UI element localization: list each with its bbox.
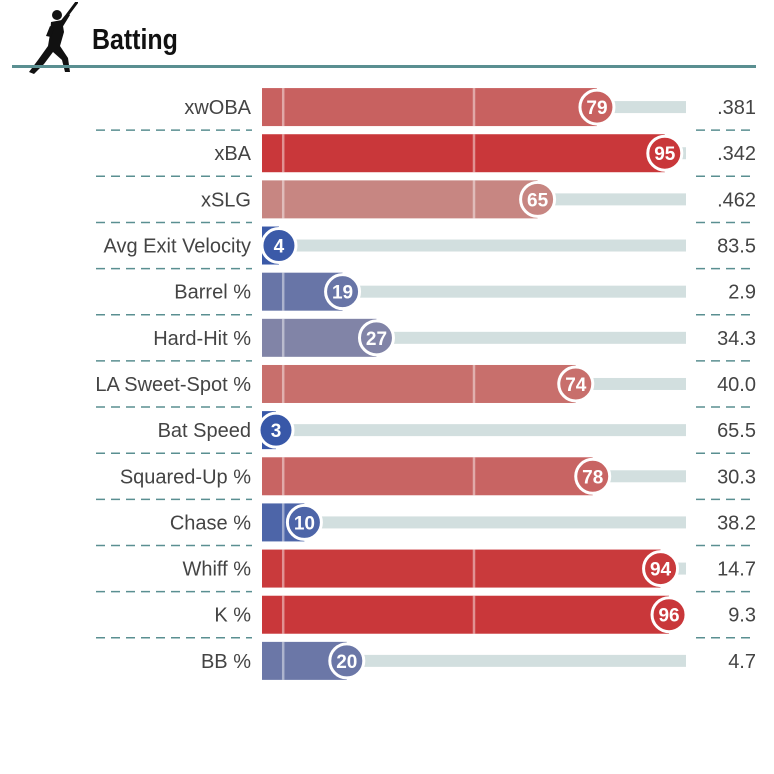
percentile-marker — [650, 596, 688, 634]
percentile-value-label: 96 — [658, 606, 679, 627]
percentile-bar — [262, 549, 661, 588]
percentile-bar — [262, 364, 576, 403]
stat-value-label: 83.5 — [717, 236, 756, 258]
metric-label: Hard-Hit % — [153, 328, 251, 350]
stat-value-label: 9.3 — [728, 605, 756, 627]
percentile-value-label: 79 — [586, 98, 607, 119]
header: Batting — [0, 0, 774, 74]
stat-value-label: .342 — [717, 143, 756, 165]
percentile-value-label: 4 — [274, 237, 285, 258]
stat-value-label: 40.0 — [717, 374, 756, 396]
metric-label: LA Sweet-Spot % — [95, 374, 251, 396]
percentile-marker — [646, 134, 684, 172]
percentile-bar — [262, 457, 593, 496]
stat-value-label: 34.3 — [717, 328, 756, 350]
metric-label: xwOBA — [184, 97, 251, 119]
percentile-value-label: 95 — [654, 144, 676, 165]
percentile-value-label: 94 — [650, 560, 672, 581]
metric-label: xBA — [214, 143, 251, 165]
metric-label: xSLG — [201, 189, 251, 211]
bar-track — [262, 424, 686, 437]
metric-label: Whiff % — [182, 559, 251, 581]
percentile-bar — [262, 318, 377, 357]
bar-track — [262, 516, 686, 529]
percentile-bar — [262, 88, 597, 127]
title-divider — [12, 65, 756, 68]
percentile-value-label: 10 — [294, 513, 315, 534]
percentile-marker — [324, 273, 362, 311]
bar-track — [262, 654, 686, 667]
percentile-marker — [642, 550, 680, 588]
metric-label: Chase % — [170, 512, 251, 534]
stat-value-label: 4.7 — [728, 651, 756, 673]
stat-value-label: 2.9 — [728, 282, 756, 304]
stat-value-label: .381 — [717, 97, 756, 119]
metric-label: K % — [214, 605, 251, 627]
percentile-value-label: 74 — [565, 375, 587, 396]
percentile-marker — [257, 411, 295, 449]
stat-value-label: 38.2 — [717, 512, 756, 534]
percentile-value-label: 65 — [527, 190, 549, 211]
percentile-marker — [328, 642, 366, 680]
percentile-marker — [519, 180, 557, 218]
bar-track — [262, 285, 686, 298]
percentile-marker — [578, 88, 616, 126]
percentile-marker — [285, 503, 323, 541]
percentile-marker — [557, 365, 595, 403]
metric-label: Barrel % — [174, 282, 251, 304]
percentile-value-label: 3 — [271, 421, 282, 442]
stat-value-label: .462 — [717, 189, 756, 211]
percentile-value-label: 20 — [336, 652, 357, 673]
percentile-bar — [262, 595, 670, 634]
percentile-marker — [574, 457, 612, 495]
stat-value-label: 30.3 — [717, 466, 756, 488]
percentile-value-label: 27 — [366, 329, 387, 350]
percentile-bar — [262, 134, 665, 173]
percentile-value-label: 19 — [332, 283, 353, 304]
percentile-bar — [262, 180, 538, 219]
metric-label: Bat Speed — [158, 420, 251, 442]
chart-title: Batting — [92, 24, 178, 56]
metric-label: Avg Exit Velocity — [104, 236, 251, 258]
stat-value-label: 65.5 — [717, 420, 756, 442]
metric-label: Squared-Up % — [120, 466, 251, 488]
percentile-value-label: 78 — [582, 467, 603, 488]
bar-track — [262, 239, 686, 252]
batter-icon — [29, 2, 78, 74]
stat-value-label: 14.7 — [717, 559, 756, 581]
percentile-marker — [357, 319, 395, 357]
metric-label: BB % — [201, 651, 251, 673]
percentile-marker — [260, 227, 298, 265]
